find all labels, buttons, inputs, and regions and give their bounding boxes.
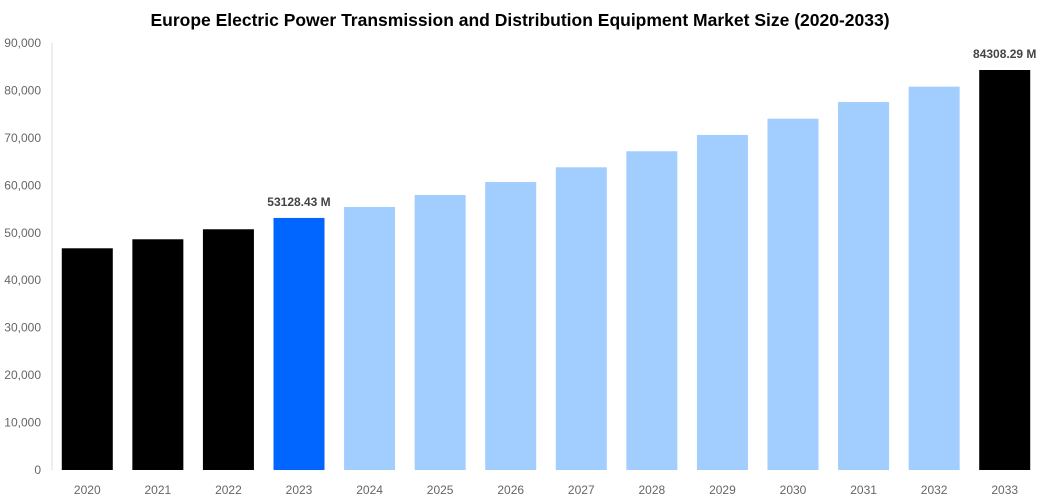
x-tick-label: 2022 xyxy=(215,483,242,497)
bar-2025 xyxy=(414,194,466,471)
x-tick-label: 2020 xyxy=(74,483,101,497)
bar-2033 xyxy=(979,70,1031,471)
x-tick-label: 2030 xyxy=(780,483,807,497)
x-tick-label: 2028 xyxy=(639,483,666,497)
bar-2031 xyxy=(838,101,890,470)
x-tick-label: 2025 xyxy=(427,483,454,497)
x-tick-label: 2029 xyxy=(709,483,736,497)
bar-2029 xyxy=(696,134,748,470)
x-tick-label: 2031 xyxy=(850,483,877,497)
y-tick-label: 90,000 xyxy=(4,36,41,50)
bar-2021 xyxy=(132,239,184,470)
bar-2028 xyxy=(626,151,678,470)
y-tick-label: 0 xyxy=(34,463,41,477)
x-tick-label: 2026 xyxy=(497,483,524,497)
x-tick-label: 2027 xyxy=(568,483,595,497)
bar-2032 xyxy=(908,86,960,470)
x-tick-label: 2023 xyxy=(286,483,313,497)
y-tick-label: 40,000 xyxy=(4,273,41,287)
chart-title: Europe Electric Power Transmission and D… xyxy=(150,10,889,30)
y-tick-label: 80,000 xyxy=(4,83,41,97)
bar-2026 xyxy=(485,181,537,470)
x-tick-label: 2032 xyxy=(921,483,948,497)
y-tick-label: 30,000 xyxy=(4,321,41,335)
x-tick-label: 2021 xyxy=(145,483,172,497)
y-tick-label: 50,000 xyxy=(4,226,41,240)
y-tick-label: 60,000 xyxy=(4,178,41,192)
bar-2027 xyxy=(555,167,607,470)
x-tick-label: 2033 xyxy=(991,483,1018,497)
data-label: 53128.43 M xyxy=(267,195,330,209)
y-tick-label: 20,000 xyxy=(4,368,41,382)
bar-2030 xyxy=(767,118,819,470)
x-tick-label: 2024 xyxy=(356,483,383,497)
y-tick-label: 10,000 xyxy=(4,416,41,430)
data-label: 84308.29 M xyxy=(973,47,1036,61)
bar-2020 xyxy=(61,248,113,470)
bar-2023 xyxy=(273,217,325,470)
bar-2022 xyxy=(202,229,254,470)
bar-2024 xyxy=(344,206,396,470)
y-tick-label: 70,000 xyxy=(4,131,41,145)
